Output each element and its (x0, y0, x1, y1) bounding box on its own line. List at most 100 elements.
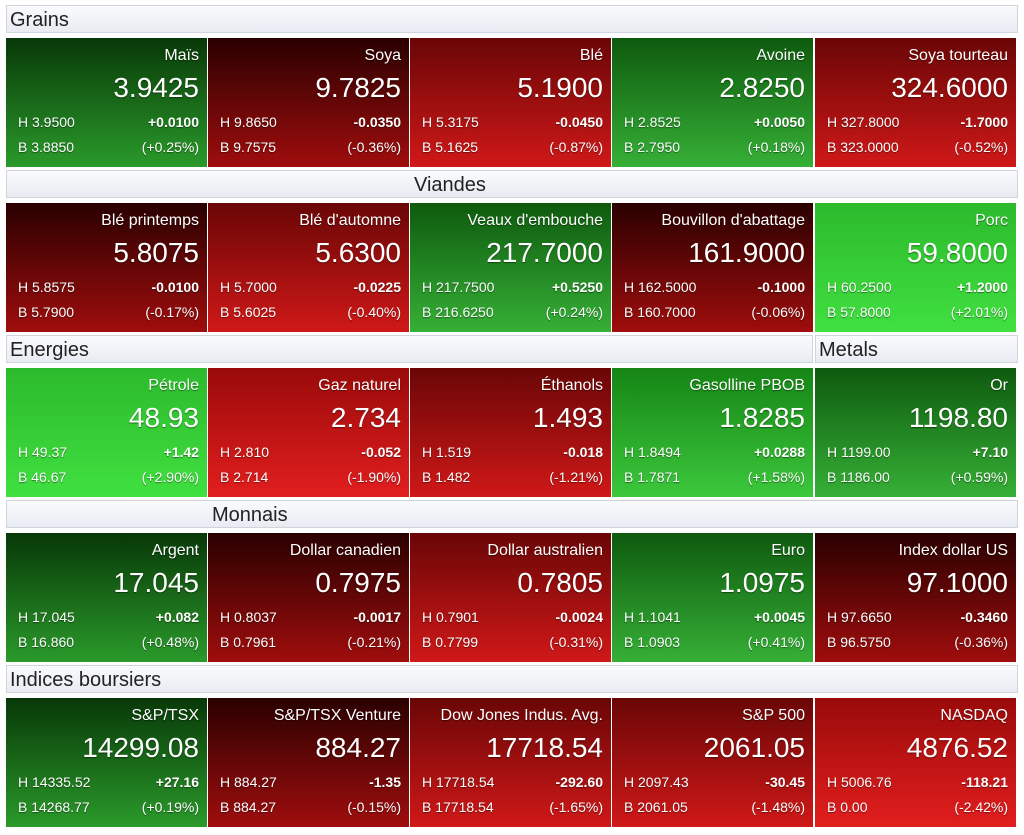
quote-tile: Maïs 3.9425 H 3.9500 B 3.8850 +0.0100 (+0.25%… (6, 38, 207, 167)
low-price: B 0.7799 (422, 634, 479, 650)
high-price: H 5.3175 (422, 114, 479, 130)
percent-change: (+1.58%) (747, 469, 805, 485)
quote-tile: Veaux d'embouche 217.7000 H 217.7500 B 216.… (410, 203, 611, 332)
last-price: 1198.80 (908, 402, 1008, 433)
low-price: B 2.714 (220, 469, 269, 485)
low-price: B 46.67 (18, 469, 67, 485)
low-price: B 5.1625 (422, 139, 479, 155)
last-price: 9.7825 (315, 72, 401, 103)
instrument-name: NASDAQ (940, 707, 1008, 724)
high-price: H 162.5000 (624, 279, 697, 295)
percent-change: (-1.48%) (751, 799, 805, 815)
high-price: H 9.8650 (220, 114, 277, 130)
quote-tile: S&P/TSX Venture 884.27 H 884.27 B 884.27 -1.… (208, 698, 409, 827)
instrument-name: Soya tourteau (908, 47, 1008, 64)
quote-tile: Gaz naturel 2.734 H 2.810 B 2.714 -0.052 (-1.… (208, 368, 409, 497)
quote-tile: Porc 59.8000 H 60.2500 B 57.8000 +1.2000 (+2.… (815, 203, 1016, 332)
high-price: H 217.7500 (422, 279, 495, 295)
percent-change: (-0.36%) (347, 139, 401, 155)
high-price: H 0.8037 (220, 609, 277, 625)
instrument-name: Avoine (756, 47, 805, 64)
last-price: 884.27 (315, 732, 401, 763)
price-change: -0.0350 (353, 114, 401, 130)
instrument-name: Euro (771, 542, 805, 559)
low-price: B 16.860 (18, 634, 75, 650)
last-price: 14299.08 (82, 732, 199, 763)
price-change: -30.45 (765, 774, 805, 790)
section-header: Energies (6, 335, 813, 363)
low-price: B 3.8850 (18, 139, 75, 155)
high-price: H 49.37 (18, 444, 68, 460)
high-price: H 1199.00 (827, 444, 891, 460)
low-price: B 0.7961 (220, 634, 277, 650)
high-price: H 327.8000 (827, 114, 900, 130)
percent-change: (-0.36%) (954, 634, 1008, 650)
instrument-name: Maïs (164, 47, 199, 64)
low-price: B 9.7575 (220, 139, 277, 155)
price-change: -0.1000 (757, 279, 805, 295)
percent-change: (-0.87%) (549, 139, 603, 155)
price-change: +0.0050 (754, 114, 805, 130)
price-change: -0.018 (563, 444, 603, 460)
low-price: B 1186.00 (827, 469, 890, 485)
percent-change: (+0.59%) (950, 469, 1008, 485)
price-change: -0.3460 (960, 609, 1008, 625)
high-price: H 3.9500 (18, 114, 75, 130)
section-title: Grains (10, 9, 69, 31)
instrument-name: Dollar australien (487, 542, 603, 559)
section-title: Viandes (414, 174, 486, 196)
price-change: -0.0450 (555, 114, 603, 130)
section-title: Metals (819, 339, 878, 361)
quote-tile: Dow Jones Indus. Avg. 17718.54 H 17718.54 B… (410, 698, 611, 827)
instrument-name: Blé d'automne (299, 212, 401, 229)
quote-tile: Blé printemps 5.8075 H 5.8575 B 5.7900 -0.01… (6, 203, 207, 332)
percent-change: (+2.90%) (141, 469, 199, 485)
percent-change: (-0.17%) (145, 304, 199, 320)
high-price: H 5.7000 (220, 279, 277, 295)
instrument-name: Blé printemps (101, 212, 199, 229)
high-price: H 14335.52 (18, 774, 91, 790)
low-price: B 216.6250 (422, 304, 494, 320)
percent-change: (+0.24%) (545, 304, 603, 320)
price-change: -0.0024 (555, 609, 603, 625)
section-header: Monnais (6, 500, 1018, 528)
section-header: Indices boursiers (6, 665, 1018, 693)
instrument-name: Bouvillon d'abattage (661, 212, 805, 229)
last-price: 5.8075 (113, 237, 199, 268)
price-change: +7.10 (972, 444, 1008, 460)
percent-change: (-0.40%) (347, 304, 401, 320)
percent-change: (+0.48%) (141, 634, 199, 650)
low-price: B 1.482 (422, 469, 471, 485)
percent-change: (-0.31%) (549, 634, 603, 650)
section-title: Monnais (212, 504, 288, 526)
last-price: 2.8250 (719, 72, 805, 103)
low-price: B 14268.77 (18, 799, 90, 815)
last-price: 17718.54 (486, 732, 603, 763)
low-price: B 160.7000 (624, 304, 696, 320)
low-price: B 323.0000 (827, 139, 899, 155)
percent-change: (-0.52%) (954, 139, 1008, 155)
instrument-name: Soya (364, 47, 401, 64)
percent-change: (-1.65%) (549, 799, 603, 815)
instrument-name: Pétrole (148, 377, 199, 394)
high-price: H 2.810 (220, 444, 270, 460)
last-price: 17.045 (113, 567, 199, 598)
high-price: H 0.7901 (422, 609, 479, 625)
percent-change: (+0.19%) (141, 799, 199, 815)
last-price: 1.493 (532, 402, 603, 433)
last-price: 3.9425 (113, 72, 199, 103)
percent-change: (-0.15%) (347, 799, 401, 815)
quote-tile: Gasolline PBOB 1.8285 H 1.8494 B 1.7871 +0.0… (612, 368, 813, 497)
quote-tile: Dollar australien 0.7805 H 0.7901 B 0.7799 -… (410, 533, 611, 662)
price-change: -0.0017 (353, 609, 401, 625)
high-price: H 60.2500 (827, 279, 892, 295)
percent-change: (+0.25%) (141, 139, 199, 155)
last-price: 5.1900 (517, 72, 603, 103)
quote-tile: Pétrole 48.93 H 49.37 B 46.67 +1.42 (+2.90%) (6, 368, 207, 497)
low-price: B 5.7900 (18, 304, 75, 320)
low-price: B 2.7950 (624, 139, 681, 155)
quote-tile: Soya tourteau 324.6000 H 327.8000 B 323.000… (815, 38, 1016, 167)
quote-tile: Éthanols 1.493 H 1.519 B 1.482 -0.018 (-1.21%… (410, 368, 611, 497)
percent-change: (-2.42%) (954, 799, 1008, 815)
